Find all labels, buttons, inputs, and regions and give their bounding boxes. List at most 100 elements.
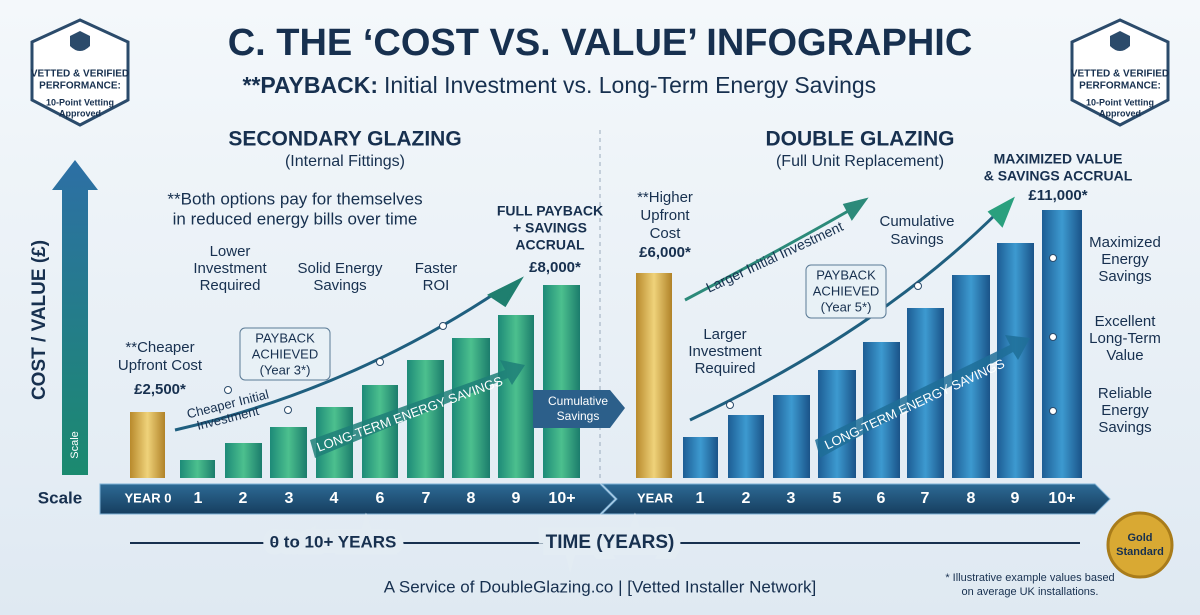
year-label: 3 bbox=[285, 490, 294, 507]
payback-box bbox=[805, 264, 887, 319]
price: £8,000* bbox=[529, 259, 581, 276]
label: Savings bbox=[313, 277, 366, 294]
payback: PAYBACK bbox=[816, 267, 876, 282]
year-label: 1 bbox=[194, 490, 203, 507]
label: Savings bbox=[890, 231, 943, 248]
year-label: YEAR 0 bbox=[125, 490, 172, 505]
final-label: + SAVINGS bbox=[513, 220, 587, 236]
year-label: 9 bbox=[1011, 490, 1020, 507]
payback: ACHIEVED bbox=[813, 283, 879, 298]
subtitle: Initial Investment vs. Long-Term Energy … bbox=[384, 72, 876, 98]
year-label: 10+ bbox=[1048, 490, 1075, 507]
year-label: 6 bbox=[877, 490, 886, 507]
subtitle: **PAYBACK: bbox=[243, 72, 378, 98]
year-label: 7 bbox=[422, 490, 431, 507]
section-title: DOUBLE GLAZING bbox=[766, 128, 955, 151]
section-subtitle: (Full Unit Replacement) bbox=[776, 153, 944, 170]
payback: (Year 5*) bbox=[821, 299, 872, 314]
year-label: 2 bbox=[742, 490, 751, 507]
cumulative-label: Cumulative bbox=[548, 394, 608, 408]
badge-text: PERFORMANCE: bbox=[39, 81, 121, 92]
final-label: ACCRUAL bbox=[515, 237, 585, 253]
upfront: Upfront Cost bbox=[118, 357, 203, 374]
badge-note: Approved bbox=[1099, 108, 1141, 118]
year-label: 9 bbox=[512, 490, 521, 507]
label: Investment bbox=[688, 343, 762, 360]
benefit: Long-Term bbox=[1089, 330, 1161, 347]
label: Required bbox=[695, 360, 756, 377]
footer: A Service of DoubleGlazing.co | [Vetted … bbox=[384, 577, 816, 596]
note: **Both options pay for themselves bbox=[167, 189, 422, 208]
footnote: * Illustrative example values based bbox=[945, 572, 1114, 584]
year-label: 2 bbox=[239, 490, 248, 507]
savings-arrow-left bbox=[310, 360, 525, 458]
label: Required bbox=[200, 277, 261, 294]
section-subtitle: (Internal Fittings) bbox=[285, 153, 405, 170]
benefit: Reliable bbox=[1098, 385, 1152, 402]
y-axis-label: COST / VALUE (£) bbox=[29, 240, 50, 400]
year-label: 3 bbox=[787, 490, 796, 507]
benefit: Excellent bbox=[1095, 313, 1157, 330]
year-label: 1 bbox=[696, 490, 705, 507]
title: C. THE ‘COST VS. VALUE’ INFOGRAPHIC bbox=[228, 22, 973, 64]
seal-text: Gold bbox=[1127, 532, 1152, 544]
year-label: 5 bbox=[833, 490, 842, 507]
year-label: 8 bbox=[467, 490, 476, 507]
shields bbox=[70, 31, 1130, 51]
badge-note: 10-Point Vetting bbox=[1086, 97, 1154, 107]
final-label: & SAVINGS ACCRUAL bbox=[984, 168, 1133, 184]
section-title: SECONDARY GLAZING bbox=[228, 128, 461, 151]
note: in reduced energy bills over time bbox=[173, 209, 418, 228]
cumulative-arrow bbox=[533, 390, 625, 428]
final-label: MAXIMIZED VALUE bbox=[994, 151, 1123, 167]
label: Faster bbox=[415, 260, 458, 277]
badge-text: PERFORMANCE: bbox=[1079, 81, 1161, 92]
cumulative-label: Savings bbox=[557, 409, 600, 423]
upfront: Upfront bbox=[640, 207, 690, 224]
payback-box bbox=[239, 327, 331, 381]
upfront: **Higher bbox=[637, 189, 693, 206]
benefit: Maximized bbox=[1089, 234, 1161, 251]
axis-right bbox=[600, 483, 1111, 515]
dots bbox=[224, 254, 1057, 415]
badge-note: 10-Point Vetting bbox=[46, 97, 114, 107]
year-label: 8 bbox=[967, 490, 976, 507]
badge-text: VETTED & VERIFIED bbox=[31, 69, 129, 80]
label: Lower bbox=[210, 243, 251, 260]
time-range: 0 to 10+ YEARS bbox=[270, 532, 397, 551]
benefit: Value bbox=[1106, 347, 1143, 364]
year-label: YEAR bbox=[637, 490, 674, 505]
price: £11,000* bbox=[1028, 187, 1087, 204]
upfront: **Cheaper bbox=[125, 339, 194, 356]
benefit: Savings bbox=[1098, 419, 1151, 436]
year-label: 7 bbox=[921, 490, 930, 507]
time-label: TIME (YEARS) bbox=[546, 532, 675, 553]
badges bbox=[30, 18, 1170, 127]
value-arrow bbox=[52, 160, 98, 475]
label: Investment bbox=[193, 260, 267, 277]
price: £6,000* bbox=[639, 244, 691, 261]
benefit: Savings bbox=[1098, 268, 1151, 285]
year-label: 6 bbox=[376, 490, 385, 507]
label: Larger bbox=[703, 326, 746, 343]
badge-note: Approved bbox=[59, 108, 101, 118]
year-label: 4 bbox=[330, 490, 339, 507]
seal bbox=[1106, 511, 1174, 579]
payback: PAYBACK bbox=[255, 330, 315, 345]
final-label: FULL PAYBACK bbox=[497, 203, 603, 219]
label: ROI bbox=[423, 277, 450, 294]
seal-text: Standard bbox=[1116, 546, 1164, 558]
trend-lines bbox=[174, 196, 1015, 432]
axis-left bbox=[99, 483, 616, 515]
scale-label: Scale bbox=[69, 431, 81, 459]
year-label: 10+ bbox=[548, 490, 575, 507]
footnote: on average UK installations. bbox=[962, 586, 1099, 598]
badge-text: VETTED & VERIFIED bbox=[1071, 69, 1169, 80]
benefit: Energy bbox=[1101, 251, 1149, 268]
payback: ACHIEVED bbox=[252, 346, 318, 361]
benefit: Energy bbox=[1101, 402, 1149, 419]
payback: (Year 3*) bbox=[260, 362, 311, 377]
label: Cumulative bbox=[879, 213, 954, 230]
price: £2,500* bbox=[134, 381, 186, 398]
